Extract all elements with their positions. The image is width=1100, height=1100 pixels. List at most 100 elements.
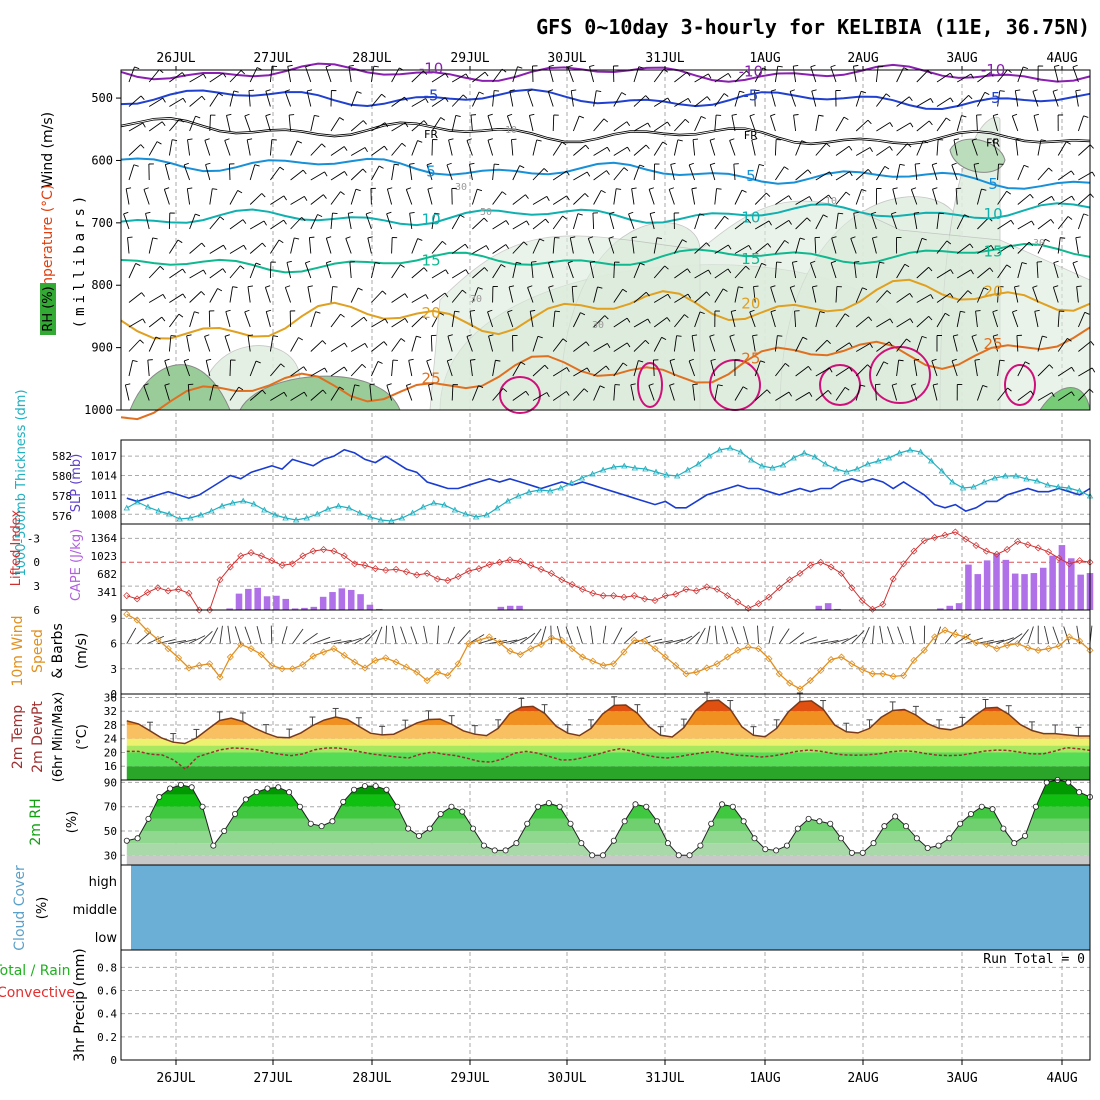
wind-barb-flag <box>992 138 998 141</box>
li-marker <box>392 565 400 573</box>
wind-barb <box>310 389 324 401</box>
wind-barb <box>896 292 910 303</box>
precip-tick-label: 0.8 <box>97 961 117 974</box>
rh2m-marker <box>881 823 888 830</box>
li-marker <box>475 565 483 573</box>
wind10m-barb <box>841 634 858 644</box>
wind-barb-flag <box>516 261 522 264</box>
wind-barb-flag <box>254 164 260 167</box>
wind10m-barb <box>198 630 213 644</box>
thickness-marker <box>165 510 173 517</box>
rh2m-marker <box>426 825 433 832</box>
wind-barb-flag <box>1030 390 1034 396</box>
wind-barb <box>896 360 900 377</box>
temp-band <box>126 766 1090 780</box>
wind-barb <box>754 360 761 377</box>
wind-barb <box>831 237 837 254</box>
wind-barb <box>1075 90 1079 107</box>
wind-barb <box>469 164 473 181</box>
wind-barb-flag <box>622 362 628 367</box>
wind10m-barb <box>1044 625 1050 644</box>
rh2m-marker <box>383 786 390 793</box>
wind-barb-flag <box>544 364 549 370</box>
wind-barb-flag <box>722 288 728 292</box>
temp2m-tick-label: 24 <box>104 733 118 746</box>
wind10m-marker <box>164 645 172 653</box>
wind-barb-flag <box>727 244 732 250</box>
wind-barb <box>350 168 364 181</box>
wind-barb <box>593 343 608 352</box>
wind-barb-flag <box>808 366 812 371</box>
wind-barb-flag <box>829 367 833 373</box>
wind-barb-flag <box>1052 89 1058 92</box>
wind-barb <box>1077 312 1086 328</box>
rh2m-marker <box>394 803 401 810</box>
wind10m-marker <box>319 648 328 656</box>
li-marker <box>1034 544 1042 552</box>
wind-barb <box>653 293 669 303</box>
wind-barb-flag <box>477 188 483 192</box>
wind-barb <box>815 171 830 181</box>
wind-barb <box>426 360 433 377</box>
temp2m-tick-label: 32 <box>104 705 117 718</box>
li-marker <box>900 560 908 568</box>
wind-barb-flag <box>631 236 637 239</box>
wind-barb <box>249 220 265 230</box>
wind-barb-flag <box>1051 196 1055 201</box>
wind10m-yunits: (m/s) <box>74 633 90 670</box>
wind-barb <box>1037 139 1042 156</box>
li-marker <box>133 595 141 603</box>
wind-barb-flag <box>384 318 389 324</box>
slp-ylabel: SLP (mb) <box>69 454 84 513</box>
temp-band <box>126 752 1090 767</box>
wind10m-marker <box>744 643 752 651</box>
wind-barb-flag <box>384 122 389 128</box>
thickness-marker <box>123 504 130 511</box>
wind-barb-flag <box>195 115 201 119</box>
wind10m-barb <box>447 626 455 644</box>
wind-barb <box>1057 237 1061 254</box>
wind-barb <box>952 335 958 352</box>
li-tick-label: -3 <box>27 532 40 545</box>
wind10m-marker <box>910 656 918 664</box>
wind-barb-flag <box>982 384 988 388</box>
wind-barb <box>169 118 181 132</box>
wind-barb <box>953 139 958 156</box>
wind-barb-flag <box>639 262 645 266</box>
wind-barb <box>552 367 568 377</box>
li-marker <box>713 585 721 593</box>
precip-tick-label: 0.6 <box>97 985 117 998</box>
wind-barb-flag <box>554 310 560 313</box>
wind10m-marker <box>382 654 390 662</box>
wind-barb <box>492 164 495 181</box>
wind10m-marker <box>257 650 265 659</box>
bottom-date-label: 27JUL <box>253 1071 292 1086</box>
wind-barb-flag <box>784 240 789 244</box>
wind-barb-flag <box>616 188 622 190</box>
wind10m-marker <box>796 685 804 693</box>
rh2m-marker <box>275 784 282 791</box>
wind10m-marker <box>1065 633 1073 641</box>
thickness-marker <box>589 470 596 477</box>
isotherm-label: FR <box>744 129 758 142</box>
wind-barb <box>613 342 628 352</box>
top-date-label: 27JUL <box>253 51 292 66</box>
cape-bar <box>974 574 982 610</box>
wind10m-barb <box>530 628 542 644</box>
wind-barb-flag <box>688 358 694 362</box>
wind-barb-flag <box>992 309 998 313</box>
wind-barb-flag <box>165 162 171 165</box>
convective-contour <box>1004 364 1036 406</box>
li-marker <box>1024 541 1032 549</box>
thickness-marker <box>705 452 713 459</box>
wind10m-marker <box>288 665 297 673</box>
wind-barb-flag <box>606 170 610 175</box>
rh2m-marker <box>675 852 682 859</box>
wind-barb-flag <box>478 91 484 95</box>
wind-barb-flag <box>984 91 990 96</box>
wind-barb-flag <box>500 264 506 268</box>
wind-barb <box>571 286 574 303</box>
wind-barb-flag <box>645 95 650 100</box>
wind-barb <box>1077 213 1085 230</box>
wind-barb-flag <box>828 194 832 200</box>
